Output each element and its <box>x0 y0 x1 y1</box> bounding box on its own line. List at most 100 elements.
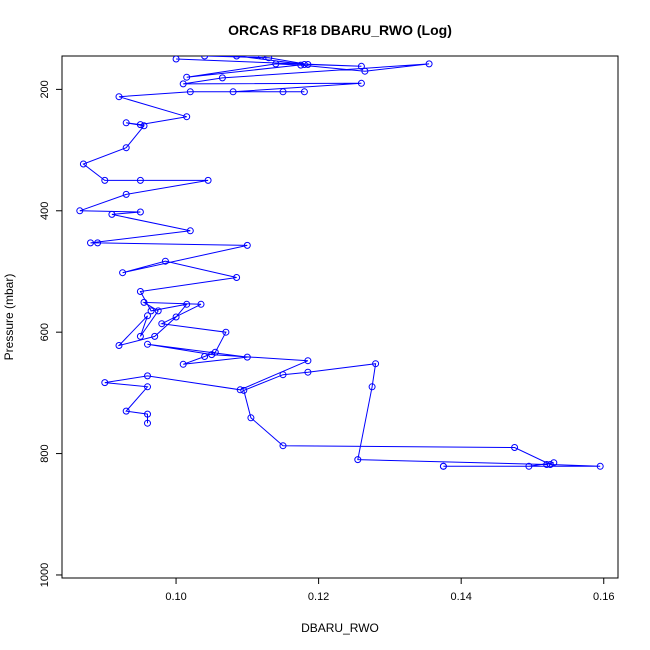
data-point <box>240 386 248 394</box>
data-point <box>265 56 273 62</box>
series-0 <box>76 56 433 427</box>
data-point <box>222 328 230 336</box>
y-axis: 200 400 600 800 1000 <box>39 80 63 587</box>
data-point <box>183 113 191 121</box>
data-point <box>361 67 369 75</box>
data-point <box>243 241 251 249</box>
data-point <box>297 61 305 69</box>
series-layer <box>76 56 604 470</box>
data-point <box>154 307 162 315</box>
x-axis: 0.10 0.12 0.14 0.16 <box>165 577 614 603</box>
data-point <box>439 462 447 470</box>
y-tick-label: 800 <box>39 444 51 462</box>
data-point <box>144 340 151 348</box>
data-point <box>247 414 255 422</box>
data-point <box>122 144 130 152</box>
data-point <box>108 210 116 218</box>
data-point <box>101 379 109 387</box>
data-point <box>357 62 365 70</box>
data-point <box>546 461 554 468</box>
x-axis-label: DBARU_RWO <box>301 621 379 635</box>
x-tick-label: 0.16 <box>593 591 614 603</box>
data-point <box>211 348 219 356</box>
data-point <box>201 353 209 360</box>
data-point <box>300 61 308 68</box>
series-1 <box>240 360 604 470</box>
plot-frame <box>61 55 619 579</box>
data-point <box>425 60 433 68</box>
data-point <box>229 88 237 96</box>
data-point <box>136 288 144 295</box>
data-point <box>550 459 558 467</box>
data-point <box>357 79 365 87</box>
data-point <box>140 298 148 306</box>
data-point <box>304 368 312 376</box>
data-point <box>147 307 155 315</box>
data-point <box>300 88 308 96</box>
data-point <box>279 371 287 379</box>
data-point <box>525 462 533 470</box>
data-point <box>136 208 144 216</box>
data-point <box>208 351 216 359</box>
data-point <box>233 56 241 60</box>
data-point <box>144 419 151 427</box>
y-tick-label: 200 <box>39 80 51 98</box>
data-point <box>76 207 84 215</box>
data-point <box>122 407 130 415</box>
series-line <box>243 363 601 467</box>
data-point <box>172 313 180 321</box>
data-point <box>179 80 187 88</box>
data-point <box>144 383 151 391</box>
data-point <box>172 56 180 63</box>
x-tick-label: 0.12 <box>308 591 329 603</box>
data-point <box>186 88 194 96</box>
data-point <box>158 320 166 328</box>
data-point <box>183 73 191 81</box>
data-point <box>136 176 144 184</box>
data-point <box>511 444 519 451</box>
data-point <box>279 88 287 96</box>
data-point <box>179 360 187 368</box>
data-point <box>272 60 280 68</box>
data-point <box>304 61 312 68</box>
data-point <box>115 93 123 101</box>
data-point <box>233 274 241 281</box>
data-point <box>543 461 551 468</box>
data-point <box>87 239 94 247</box>
data-point <box>94 239 102 247</box>
data-point <box>144 372 151 380</box>
data-point <box>218 74 226 82</box>
data-point <box>140 122 148 130</box>
y-axis-label: Pressure (mbar) <box>2 274 16 361</box>
data-point <box>101 176 109 184</box>
data-point <box>161 257 169 265</box>
data-point <box>122 119 130 127</box>
data-point <box>136 332 144 340</box>
chart-title: ORCAS RF18 DBARU_RWO (Log) <box>228 22 452 38</box>
data-point <box>136 121 144 129</box>
y-tick-label: 600 <box>39 323 51 341</box>
data-point <box>201 56 209 60</box>
y-tick-label: 1000 <box>39 563 51 587</box>
data-point <box>279 442 287 450</box>
data-point <box>115 342 123 349</box>
data-point <box>258 56 266 60</box>
y-tick-label: 400 <box>39 202 51 220</box>
data-point <box>144 312 151 320</box>
data-point <box>372 360 380 368</box>
data-point <box>304 357 312 365</box>
data-point <box>243 353 251 361</box>
data-point <box>204 176 212 184</box>
data-point <box>119 269 127 277</box>
data-point <box>368 383 376 391</box>
data-point <box>183 300 191 308</box>
data-point <box>236 386 244 394</box>
data-point <box>151 332 159 340</box>
data-point <box>186 227 194 235</box>
x-tick-label: 0.14 <box>450 591 471 603</box>
data-point <box>122 190 130 198</box>
series-line <box>79 56 430 424</box>
data-point <box>197 300 205 308</box>
data-point <box>144 410 151 418</box>
